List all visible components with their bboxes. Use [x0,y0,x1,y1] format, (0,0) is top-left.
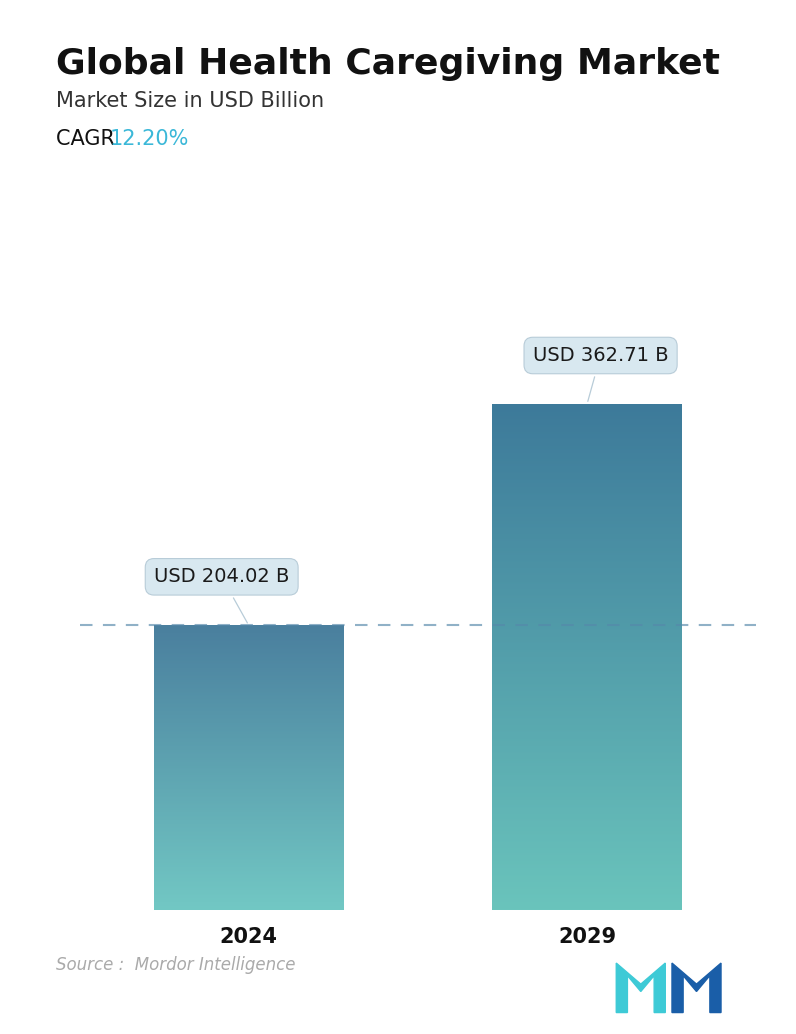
Polygon shape [672,963,721,1012]
Text: Market Size in USD Billion: Market Size in USD Billion [56,91,324,111]
Polygon shape [616,963,665,1012]
Text: Global Health Caregiving Market: Global Health Caregiving Market [56,47,720,81]
Text: Source :  Mordor Intelligence: Source : Mordor Intelligence [56,956,295,974]
Text: USD 362.71 B: USD 362.71 B [533,346,669,401]
Text: CAGR: CAGR [56,129,128,149]
Text: USD 204.02 B: USD 204.02 B [154,568,290,622]
Text: 12.20%: 12.20% [110,129,189,149]
